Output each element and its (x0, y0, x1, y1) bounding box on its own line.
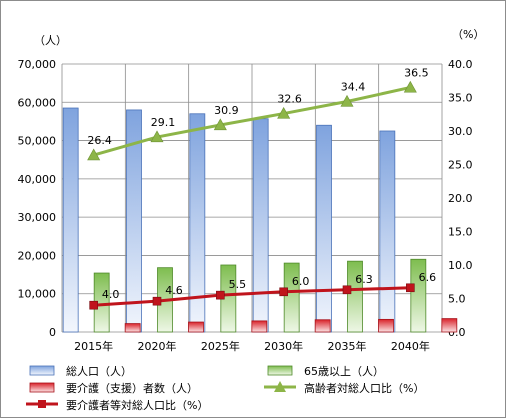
right-tick-label: 25.0 (448, 159, 473, 172)
care-ratio-label: 5.5 (229, 278, 247, 291)
care-recipients-bar (378, 318, 394, 333)
x-tick-label: 2025年 (201, 339, 240, 353)
left-tick-label: 10,000 (18, 288, 57, 301)
legend-label: 要介護者等対総人口比（%） (66, 398, 208, 412)
care-ratio-label: 6.0 (292, 275, 310, 288)
care-recipients-bar (124, 323, 141, 333)
right-tick-label: 5.0 (448, 293, 466, 306)
x-tick-label: 2015年 (74, 339, 113, 353)
total-population-bar (252, 118, 269, 333)
care-ratio-label: 4.6 (165, 284, 183, 297)
care-recipients-bar (188, 321, 204, 333)
legend-swatch (29, 365, 55, 376)
care-ratio-label: 6.6 (419, 271, 437, 284)
legend-marker (274, 381, 286, 392)
right-tick-label: 35.0 (448, 92, 473, 105)
care-recipients-bar (441, 318, 458, 333)
right-axis: 0.05.010.015.020.025.030.035.040.0 (448, 58, 473, 339)
right-tick-label: 30.0 (448, 125, 473, 138)
right-axis-unit: （%） (452, 28, 484, 41)
elderly-ratio-point (277, 106, 291, 119)
right-tick-label: 10.0 (448, 259, 473, 272)
legend-label: 要介護（支援）者数（人） (66, 381, 198, 395)
left-tick-label: 20,000 (18, 249, 57, 262)
care-ratio-point (152, 296, 162, 306)
left-tick-label: 70,000 (18, 58, 57, 71)
left-tick-label: 40,000 (18, 173, 57, 186)
total-population-bar (379, 130, 396, 333)
care-ratio-point (406, 283, 415, 293)
elderly-ratio-label: 30.9 (214, 104, 239, 117)
care-ratio-line (93, 286, 411, 307)
care-ratio-point (342, 285, 352, 295)
care-ratio-point (279, 287, 288, 297)
care-recipients-bar (314, 319, 331, 333)
elderly-population-bar (410, 258, 427, 333)
total-population-bar (62, 107, 79, 333)
elderly-ratio-point (150, 130, 164, 143)
left-tick-label: 50,000 (18, 135, 57, 148)
total-population-bar (316, 124, 332, 333)
right-tick-label: 15.0 (448, 226, 473, 239)
elderly-ratio-label: 29.1 (151, 116, 176, 129)
left-tick-label: 60,000 (18, 96, 57, 109)
elderly-ratio-point (87, 148, 101, 161)
left-axis-unit: （人） (34, 34, 67, 47)
elderly-ratio-label: 32.6 (277, 93, 302, 106)
elderly-ratio-point (340, 94, 354, 107)
line-series: 26.4 29.1 30.9 32.6 34.4 36.5 4.0 4.6 5.5 6.0 6.3 6… (87, 66, 437, 310)
legend-swatch (267, 365, 293, 376)
legend-label: 総人口（人） (66, 364, 132, 378)
legend-label: 高齢者対総人口比（%） (304, 381, 424, 395)
left-tick-label: 30,000 (18, 211, 57, 224)
elderly-ratio-point (403, 80, 417, 93)
x-tick-label: 2040年 (391, 339, 430, 353)
elderly-ratio-label: 26.4 (87, 134, 112, 147)
x-tick-label: 2020年 (138, 339, 177, 353)
legend-marker (38, 400, 46, 408)
right-tick-label: 40.0 (448, 58, 473, 71)
elderly-population-bar (347, 260, 363, 333)
right-tick-label: 20.0 (448, 192, 473, 205)
elderly-ratio-line (93, 85, 411, 157)
legend: 総人口（人） 65歳以上（人） 要介護（支援）者数（人） 高齢者対総人口比（%） 要介護… (26, 364, 424, 412)
care-ratio-label: 6.3 (355, 273, 373, 286)
care-ratio-label: 4.0 (102, 288, 120, 301)
bar-series (62, 107, 458, 333)
elderly-ratio-label: 36.5 (404, 66, 429, 79)
x-tick-label: 2030年 (264, 339, 303, 353)
legend-swatch (29, 382, 55, 393)
care-recipients-bar (251, 320, 268, 333)
legend-label: 65歳以上（人） (304, 365, 384, 378)
elderly-ratio-label: 34.4 (341, 81, 366, 94)
left-axis: 0 10,000 20,000 30,000 40,000 50,000 60,000 70,… (18, 58, 57, 339)
care-ratio-point (216, 290, 225, 300)
x-axis: 2015年 2020年 2025年 2030年 2035年 2040年 (74, 339, 430, 353)
care-ratio-point (89, 300, 98, 310)
left-tick-label: 0 (49, 326, 56, 339)
elderly-ratio-point (213, 118, 227, 131)
elderly-population-bar (283, 262, 300, 333)
x-tick-label: 2035年 (328, 339, 367, 353)
